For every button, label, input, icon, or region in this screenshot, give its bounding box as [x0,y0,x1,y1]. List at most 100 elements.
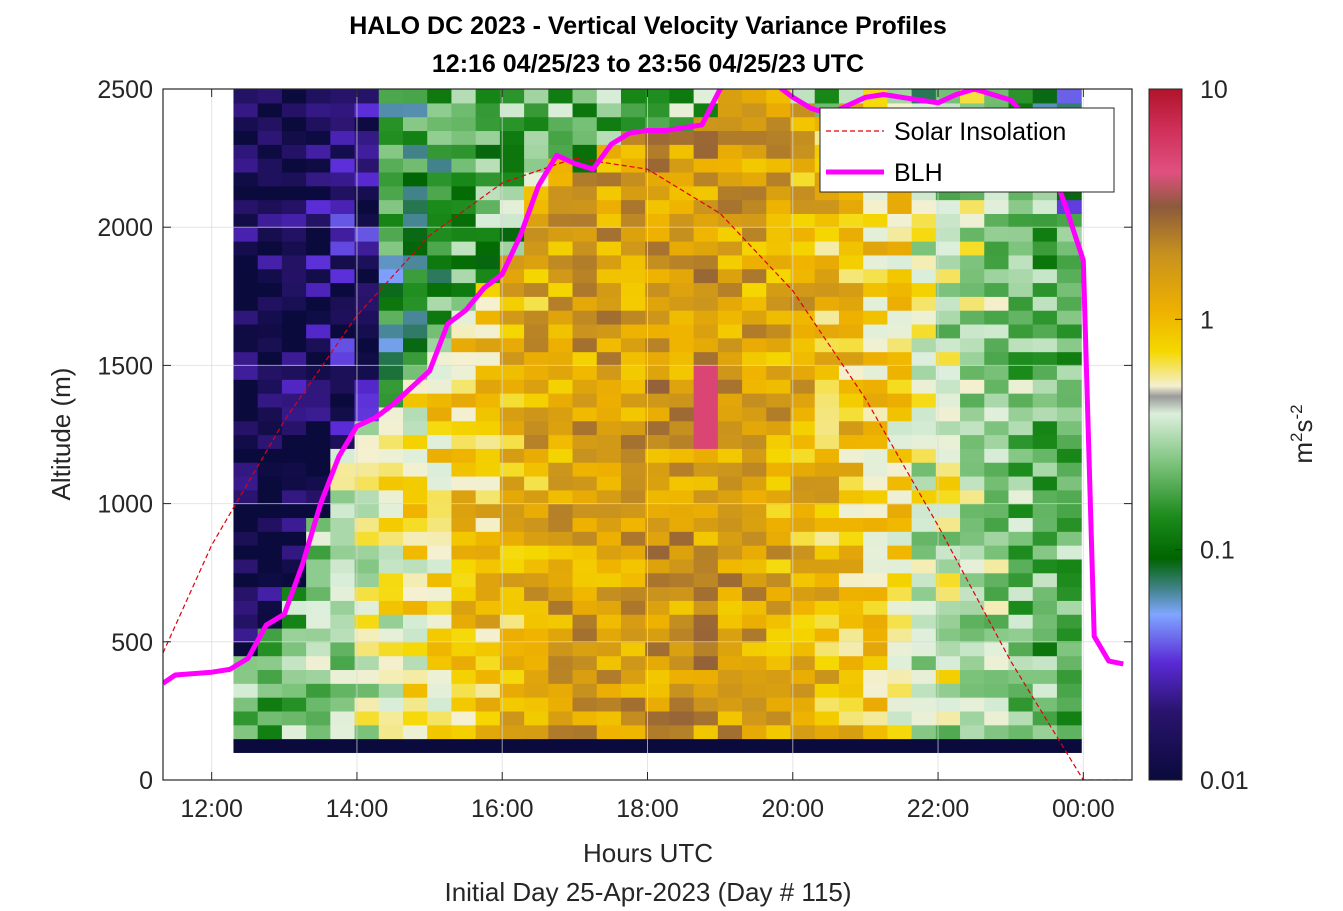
y-tick-label: 2000 [97,214,153,242]
heatmap-cell [548,420,574,436]
heatmap-cell [935,379,961,394]
heatmap-cell [887,241,913,256]
heatmap-cell [596,185,622,201]
heatmap-cell [742,517,767,532]
heatmap-cell [645,158,671,173]
heatmap-cell [766,171,792,187]
heatmap-cell [354,586,380,601]
heatmap-cell [838,337,864,353]
heatmap-cell [742,448,767,463]
heatmap-cell [790,254,816,270]
heatmap-cell [451,586,477,601]
heatmap-cell [766,586,792,601]
heatmap-cell [887,724,913,740]
heatmap-cell [451,738,477,753]
heatmap-cell [717,434,743,449]
heatmap-cell [524,683,549,698]
heatmap-cell [984,558,1010,574]
heatmap-cell [814,600,840,615]
heatmap-cell [499,379,525,394]
heatmap-cell [548,393,574,408]
heatmap-cell [499,462,525,477]
heatmap-cell [257,669,283,684]
heatmap-cell [354,572,380,588]
heatmap-cell [330,241,356,256]
heatmap-cell [620,738,646,753]
heatmap-cell [669,282,695,297]
heatmap-cell [233,710,259,726]
heatmap-cell [620,89,646,104]
heatmap-cell [330,116,356,132]
heatmap-cell [887,254,913,270]
heatmap-cell [838,614,864,629]
heatmap-cell [693,144,719,159]
heatmap-cell [306,406,331,422]
heatmap-cell [742,89,767,104]
heatmap-cell [403,697,428,712]
heatmap-cell [524,503,549,519]
heatmap-cell [766,558,792,574]
heatmap-cell [814,710,840,726]
heatmap-cell [669,102,695,118]
heatmap-cell [717,393,743,408]
heatmap-cell [984,227,1010,242]
heatmap-cell [378,738,404,753]
heatmap-cell [790,310,816,325]
heatmap-cell [354,600,380,615]
heatmap-cell [1032,448,1058,463]
heatmap-cell [838,683,864,698]
heatmap-cell [354,213,380,228]
heatmap-cell [911,268,937,284]
heatmap-cell [572,462,598,477]
heatmap-cell [427,448,453,463]
chart-subtitle: 12:16 04/25/23 to 23:56 04/25/23 UTC [432,50,864,78]
heatmap-cell [814,614,840,629]
heatmap-cell [814,669,840,684]
heatmap-cell [572,558,598,574]
heatmap-cell [838,365,864,380]
heatmap-cell [427,282,453,297]
heatmap-cell [717,572,743,588]
heatmap-cell [935,268,961,284]
heatmap-cell [548,171,574,187]
heatmap-cell [984,393,1010,408]
heatmap-cell [306,641,331,657]
heatmap-cell [693,655,719,671]
heatmap-cell [1056,697,1082,712]
heatmap-cell [814,213,840,228]
heatmap-cell [499,531,525,546]
heatmap-cell [863,600,888,615]
heatmap-cell [306,572,331,588]
heatmap-cell [1008,545,1034,560]
heatmap-cell [645,420,671,436]
heatmap-cell [403,171,428,187]
heatmap-cell [306,724,331,740]
heatmap-cell [524,434,549,449]
heatmap-cell [863,517,888,532]
heatmap-cell [960,738,985,753]
heatmap-cell [499,586,525,601]
heatmap-cell [330,724,356,740]
heatmap-cell [1008,393,1034,408]
heatmap-cell [596,710,622,726]
heatmap-cell [766,116,792,132]
heatmap-cell [306,144,331,159]
heatmap-cell [693,351,719,366]
heatmap-cell [1032,655,1058,671]
heatmap-cell [814,475,840,491]
heatmap-cell [984,254,1010,270]
heatmap-cell [354,337,380,353]
heatmap-cell [911,600,937,615]
heatmap-cell [572,710,598,726]
heatmap-cell [863,669,888,684]
heatmap-cell [524,296,549,311]
heatmap-cell [427,420,453,436]
x-tick-label: 00:00 [1052,795,1115,823]
heatmap-cell [403,130,428,145]
heatmap-cell [742,102,767,118]
heatmap-cell [645,89,671,104]
heatmap-cell [887,710,913,726]
heatmap-cell [911,641,937,657]
heatmap-cell [233,531,259,546]
heatmap-cell [1056,724,1082,740]
